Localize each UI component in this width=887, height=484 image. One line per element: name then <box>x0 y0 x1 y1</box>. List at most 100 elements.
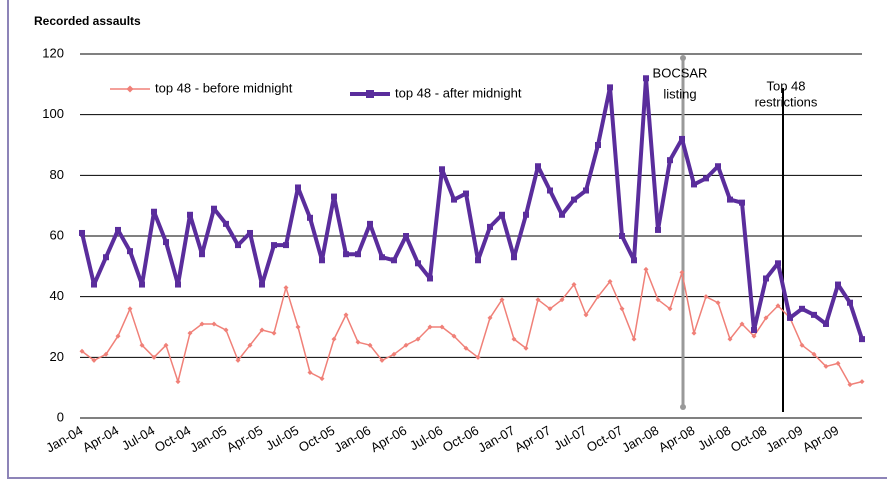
point <box>775 303 781 309</box>
legend-label: top 48 - after midnight <box>395 85 522 100</box>
legend-marker <box>366 90 374 98</box>
point <box>439 166 445 173</box>
point <box>187 330 193 336</box>
y-tick-label: 60 <box>50 227 64 242</box>
x-tick-label: Apr-04 <box>80 423 121 456</box>
point <box>667 157 673 164</box>
point <box>619 306 625 312</box>
point <box>859 379 865 385</box>
point <box>391 351 397 357</box>
point <box>331 336 337 342</box>
point <box>727 196 733 203</box>
x-tick-label: Oct-05 <box>296 423 337 455</box>
x-tick-label: Oct-07 <box>584 423 625 455</box>
point <box>199 321 205 327</box>
point <box>619 233 625 239</box>
point <box>859 336 865 343</box>
point <box>631 336 637 342</box>
point <box>799 305 805 312</box>
point <box>751 333 757 339</box>
point <box>115 333 121 339</box>
y-tick-label: 40 <box>50 288 64 303</box>
point <box>523 345 529 351</box>
point <box>847 382 853 388</box>
point <box>103 351 109 357</box>
x-tick-label: Jan-06 <box>331 423 373 456</box>
point <box>499 297 505 303</box>
series-line <box>80 76 864 340</box>
point <box>511 336 517 342</box>
point <box>439 324 445 330</box>
point <box>259 327 265 333</box>
point <box>559 211 565 218</box>
x-tick-label: Jul-06 <box>407 423 445 454</box>
point <box>715 163 721 170</box>
annotation: restrictions <box>755 94 818 109</box>
point <box>499 211 505 218</box>
point <box>295 184 301 191</box>
annotation: BOCSAR <box>653 65 708 80</box>
x-tick-label: Jan-04 <box>43 423 85 456</box>
point <box>547 306 553 312</box>
point <box>655 297 661 303</box>
point <box>451 333 457 339</box>
y-tick-label: 120 <box>42 45 64 60</box>
point <box>475 354 481 360</box>
point <box>847 299 853 306</box>
point <box>739 321 745 327</box>
point <box>523 211 529 218</box>
point <box>643 266 649 272</box>
point <box>127 248 133 255</box>
point <box>463 190 469 197</box>
point <box>175 379 181 385</box>
point <box>283 285 289 291</box>
legend-label: top 48 - before midnight <box>155 80 293 95</box>
point <box>415 336 421 342</box>
point <box>535 297 541 303</box>
point <box>139 281 145 288</box>
point <box>823 320 829 327</box>
y-tick-label: 20 <box>50 349 64 364</box>
point <box>583 312 589 318</box>
point <box>187 211 193 218</box>
point <box>679 269 685 275</box>
point <box>823 363 829 369</box>
point <box>283 242 289 249</box>
point <box>787 314 793 321</box>
point <box>307 370 313 375</box>
x-tick-label: Apr-06 <box>368 423 409 456</box>
point <box>703 294 709 300</box>
point <box>103 254 109 261</box>
point <box>739 199 745 206</box>
point <box>343 312 349 318</box>
x-tick-label: Apr-07 <box>512 423 553 456</box>
point <box>595 142 601 148</box>
point <box>151 208 157 215</box>
point <box>799 342 805 348</box>
point <box>199 251 205 258</box>
point <box>355 339 361 345</box>
point <box>583 187 589 194</box>
point <box>595 294 601 300</box>
point <box>751 327 757 334</box>
point <box>79 229 85 236</box>
point <box>763 275 769 282</box>
x-tick-label: Oct-04 <box>152 423 193 455</box>
x-tick-label: Jan-05 <box>187 423 229 456</box>
point <box>259 281 265 288</box>
x-tick-label: Apr-08 <box>656 423 697 456</box>
point <box>415 260 421 267</box>
point <box>79 348 85 354</box>
point <box>691 181 697 188</box>
point <box>679 135 685 142</box>
point <box>811 311 817 318</box>
point <box>247 342 253 348</box>
point <box>775 260 781 267</box>
point <box>547 187 553 194</box>
y-tick-label: 100 <box>42 106 64 121</box>
point <box>139 342 145 348</box>
point <box>211 205 217 212</box>
point <box>331 193 337 200</box>
point <box>223 220 229 227</box>
